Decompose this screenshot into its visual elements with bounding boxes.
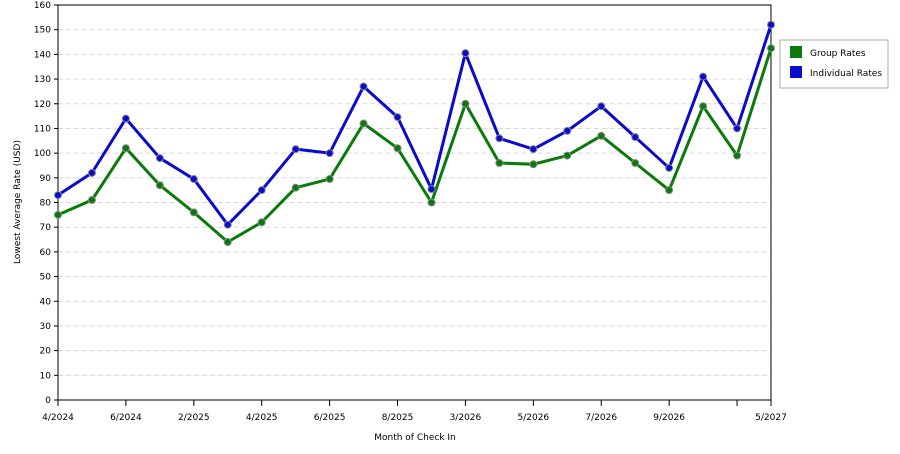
data-point [291, 183, 300, 192]
y-tick-label: 100 [34, 149, 51, 159]
y-tick-label: 110 [34, 124, 51, 134]
data-point [529, 160, 538, 169]
data-point [563, 126, 572, 135]
legend-label: Individual Rates [810, 69, 882, 79]
plot-frame [57, 4, 772, 401]
y-axis-label: Lowest Average Rate (USD) [13, 140, 23, 264]
y-tick-label: 50 [40, 273, 52, 283]
data-point [359, 82, 368, 91]
y-tick-label: 150 [34, 26, 51, 36]
data-point [189, 175, 198, 184]
y-tick-label: 20 [40, 347, 52, 357]
data-point [733, 124, 742, 133]
data-point [427, 185, 436, 194]
data-point [495, 159, 504, 167]
data-point [461, 49, 470, 58]
data-point [631, 159, 640, 167]
data-point [461, 99, 470, 108]
data-point [121, 144, 130, 153]
x-tick-label: 5/2026 [517, 413, 549, 423]
x-tick-label: 2/2025 [178, 413, 210, 423]
data-point [631, 133, 640, 142]
data-point [597, 102, 606, 111]
data-point [155, 181, 164, 190]
x-tick-label: 6/2024 [110, 413, 142, 423]
data-point [189, 208, 198, 217]
data-point [665, 186, 674, 195]
y-tick-label: 30 [40, 322, 52, 332]
x-tick-label: 5/2027 [755, 413, 787, 423]
data-point [393, 113, 402, 122]
y-tick-label: 0 [45, 396, 51, 406]
data-point [257, 218, 266, 227]
data-point [733, 151, 742, 160]
data-point [427, 198, 436, 207]
data-point [767, 44, 775, 53]
y-tick-label: 80 [40, 199, 52, 209]
y-tick-label: 70 [40, 223, 52, 233]
data-point [699, 102, 708, 111]
data-point [495, 134, 504, 143]
data-point [121, 114, 130, 123]
legend-swatch [790, 66, 802, 78]
x-tick-label: 8/2025 [382, 413, 414, 423]
y-tick-label: 130 [34, 75, 51, 85]
data-point [563, 151, 572, 160]
data-point [257, 186, 266, 195]
x-tick-label: 7/2026 [585, 413, 617, 423]
data-point [223, 220, 232, 229]
data-point [155, 154, 164, 163]
data-point [767, 20, 775, 29]
y-tick-label: 140 [34, 50, 51, 60]
data-point [665, 163, 674, 172]
y-tick-label: 40 [40, 297, 52, 307]
x-axis-label: Month of Check In [374, 433, 456, 443]
data-point [393, 144, 402, 153]
data-point [87, 168, 96, 177]
legend-label: Group Rates [810, 49, 866, 59]
legend-swatch [790, 46, 802, 58]
data-point [223, 238, 232, 246]
y-tick-label: 90 [40, 174, 52, 184]
x-tick-label: 3/2026 [450, 413, 482, 423]
series-line [57, 47, 773, 244]
x-tick-label: 4/2025 [246, 413, 278, 423]
x-tick-label: 6/2025 [314, 413, 346, 423]
data-point [325, 175, 334, 184]
y-tick-label: 10 [40, 371, 52, 381]
data-point [325, 149, 334, 158]
data-point [597, 131, 606, 140]
y-tick-label: 120 [34, 100, 51, 110]
y-tick-label: 160 [34, 1, 51, 11]
data-point [529, 145, 538, 154]
data-point [699, 72, 708, 81]
data-point [291, 145, 300, 154]
data-point [87, 196, 96, 205]
x-tick-label: 4/2024 [42, 413, 74, 423]
series-line [57, 24, 773, 227]
data-point [54, 191, 62, 200]
y-tick-label: 60 [40, 248, 52, 258]
data-point [54, 210, 62, 219]
x-tick-label: 9/2026 [653, 413, 685, 423]
data-point [359, 119, 368, 128]
